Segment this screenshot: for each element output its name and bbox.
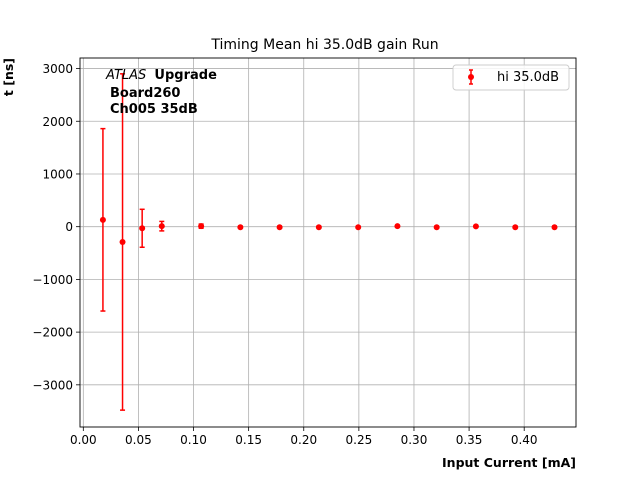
- legend: hi 35.0dB: [452, 64, 570, 91]
- y-tick-label: −1000: [32, 273, 73, 287]
- y-tick-label: −2000: [32, 326, 73, 340]
- series-layer: [99, 73, 558, 411]
- grid: [80, 58, 576, 427]
- data-point: [198, 223, 205, 230]
- y-tick-label: 1000: [42, 167, 73, 181]
- channel-label: Ch005 35dB: [110, 102, 198, 117]
- legend-label: hi 35.0dB: [497, 70, 559, 85]
- legend-box: [452, 64, 570, 91]
- x-tick-label: 0.00: [70, 433, 97, 447]
- chart-title: Timing Mean hi 35.0dB gain Run: [210, 37, 438, 53]
- y-tick-label: 0: [65, 220, 73, 234]
- data-marker: [472, 223, 479, 230]
- x-tick-label: 0.40: [511, 433, 538, 447]
- legend-marker: [468, 74, 474, 80]
- x-tick-label: 0.20: [290, 433, 317, 447]
- x-tick-label: 0.30: [401, 433, 428, 447]
- data-point: [472, 223, 479, 230]
- atlas-label: ATLAS: [105, 68, 146, 83]
- x-axis-label: Input Current [mA]: [442, 455, 576, 470]
- atlas-annotation: ATLAS Upgrade Board260 Ch005 35dB: [105, 68, 217, 117]
- data-point: [315, 224, 322, 231]
- y-axis-label: t [ns]: [1, 58, 16, 96]
- x-tick-label: 0.05: [125, 433, 152, 447]
- data-marker: [433, 224, 440, 231]
- upgrade-label: Upgrade: [154, 68, 217, 83]
- x-tick-label: 0.10: [180, 433, 207, 447]
- data-point: [158, 220, 165, 232]
- data-marker: [99, 216, 106, 223]
- y-tick-label: −3000: [32, 378, 73, 392]
- data-marker: [355, 224, 362, 231]
- data-point: [551, 224, 558, 231]
- data-point: [355, 224, 362, 231]
- x-tick-label: 0.25: [346, 433, 373, 447]
- y-tick-label: 2000: [42, 115, 73, 129]
- y-tick-label: 3000: [42, 62, 73, 76]
- data-marker: [119, 238, 126, 245]
- data-point: [237, 224, 244, 231]
- plot-frame: [79, 57, 577, 428]
- board-label: Board260: [110, 86, 180, 101]
- data-marker: [158, 223, 165, 230]
- data-marker: [276, 224, 283, 231]
- y-ticks: −3000 −2000 −1000 0 1000 2000 3000: [32, 62, 80, 392]
- svg-text:ATLAS Upgrade: ATLAS Upgrade: [105, 68, 217, 83]
- data-marker: [139, 225, 146, 232]
- data-marker: [315, 224, 322, 231]
- data-point: [139, 208, 146, 248]
- data-point: [276, 224, 283, 231]
- data-point: [433, 224, 440, 231]
- data-point: [99, 127, 106, 312]
- data-point: [394, 223, 401, 230]
- data-point: [119, 73, 126, 411]
- x-ticks: 0.00 0.05 0.10 0.15 0.20 0.25 0.30 0.35 0.40: [70, 427, 538, 447]
- data-marker: [512, 224, 519, 231]
- x-tick-label: 0.15: [235, 433, 262, 447]
- data-point: [512, 224, 519, 231]
- data-marker: [237, 224, 244, 231]
- x-tick-label: 0.35: [456, 433, 483, 447]
- data-marker: [198, 223, 205, 230]
- data-marker: [394, 223, 401, 230]
- data-marker: [551, 224, 558, 231]
